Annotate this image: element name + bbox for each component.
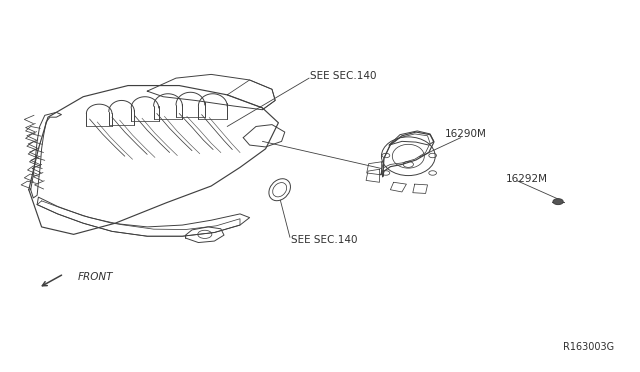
Text: 16290M: 16290M [445,129,486,139]
Text: FRONT: FRONT [78,272,113,282]
Text: SEE SEC.140: SEE SEC.140 [291,235,358,245]
Ellipse shape [553,199,563,205]
Polygon shape [383,132,434,177]
Text: R163003G: R163003G [563,341,614,352]
Text: SEE SEC.140: SEE SEC.140 [310,71,377,81]
Polygon shape [29,86,278,234]
Text: 16292M: 16292M [506,174,548,183]
